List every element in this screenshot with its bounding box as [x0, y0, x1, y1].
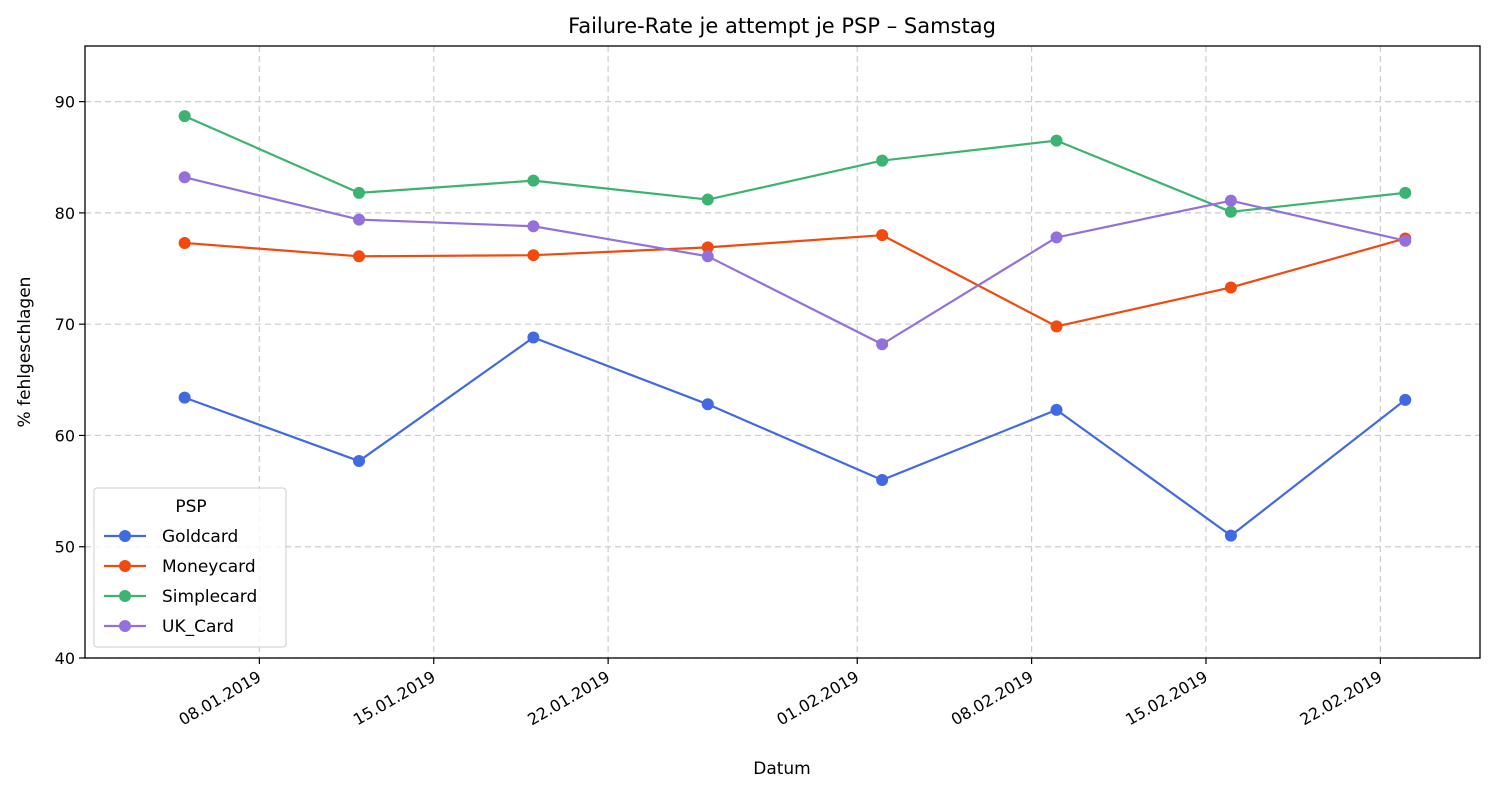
data-point: [876, 338, 889, 351]
data-point: [1050, 134, 1063, 147]
y-axis: 40 50 60 70 80 90: [55, 93, 85, 668]
series-line: [184, 115, 1406, 213]
data-point: [178, 236, 191, 249]
y-tick-label: 90: [55, 93, 75, 112]
data-point: [701, 193, 714, 206]
series-line: [184, 336, 1406, 537]
x-tick-label: 15.01.2019: [350, 667, 439, 729]
data-point: [701, 250, 714, 263]
legend-title: PSP: [175, 497, 206, 517]
y-axis-label: % fehlgeschlagen: [15, 277, 35, 428]
data-point: [1399, 393, 1412, 406]
x-axis-label: Datum: [753, 759, 811, 779]
data-point: [1399, 234, 1412, 247]
data-point: [178, 391, 191, 404]
chart-title: Failure-Rate je attempt je PSP – Samstag: [568, 14, 996, 38]
data-point: [527, 220, 540, 233]
y-tick-label: 60: [55, 426, 75, 445]
x-tick-label: 08.02.2019: [948, 667, 1037, 729]
data-point: [353, 455, 366, 468]
x-tick-label: 08.01.2019: [176, 667, 265, 729]
x-tick-label: 01.02.2019: [773, 667, 862, 729]
y-tick-label: 50: [55, 538, 75, 557]
legend-label: Moneycard: [162, 557, 256, 577]
data-point: [353, 186, 366, 199]
data-point: [527, 174, 540, 187]
legend-label: Goldcard: [162, 527, 238, 547]
legend-swatch-marker: [119, 560, 131, 572]
legend: PSP Goldcard Moneycard Simplecard UK_Card: [93, 487, 287, 648]
data-point: [1050, 403, 1063, 416]
y-tick-label: 40: [55, 649, 75, 668]
series-line: [184, 176, 1406, 346]
grid: [85, 46, 1480, 659]
data-point: [178, 171, 191, 184]
x-tick-label: 15.02.2019: [1122, 667, 1211, 729]
data-point: [353, 250, 366, 263]
data-point: [701, 241, 714, 254]
legend-swatch-marker: [119, 590, 131, 602]
data-point: [178, 110, 191, 123]
legend-label: UK_Card: [162, 617, 234, 637]
plot-frame: [84, 45, 1481, 659]
series-line: [184, 234, 1406, 328]
legend-box: [93, 487, 287, 648]
series-group: [178, 110, 1412, 542]
data-point: [876, 229, 889, 242]
x-axis: 08.01.2019 15.01.2019 22.01.2019 01.02.2019…: [176, 658, 1386, 729]
data-point: [876, 473, 889, 486]
data-point: [1224, 529, 1237, 542]
data-point: [527, 331, 540, 344]
x-tick-label: 22.01.2019: [524, 667, 613, 729]
legend-swatch-marker: [119, 620, 131, 632]
data-point: [527, 249, 540, 262]
data-point: [1224, 205, 1237, 218]
y-tick-label: 80: [55, 204, 75, 223]
data-point: [1050, 320, 1063, 333]
data-point: [1050, 231, 1063, 244]
legend-swatch-marker: [119, 530, 131, 542]
legend-label: Simplecard: [162, 587, 257, 607]
data-point: [353, 213, 366, 226]
data-point: [1224, 281, 1237, 294]
data-point: [1224, 194, 1237, 207]
x-tick-label: 22.02.2019: [1297, 667, 1386, 729]
data-point: [701, 398, 714, 411]
y-tick-label: 70: [55, 315, 75, 334]
data-point: [1399, 186, 1412, 199]
data-point: [876, 154, 889, 167]
